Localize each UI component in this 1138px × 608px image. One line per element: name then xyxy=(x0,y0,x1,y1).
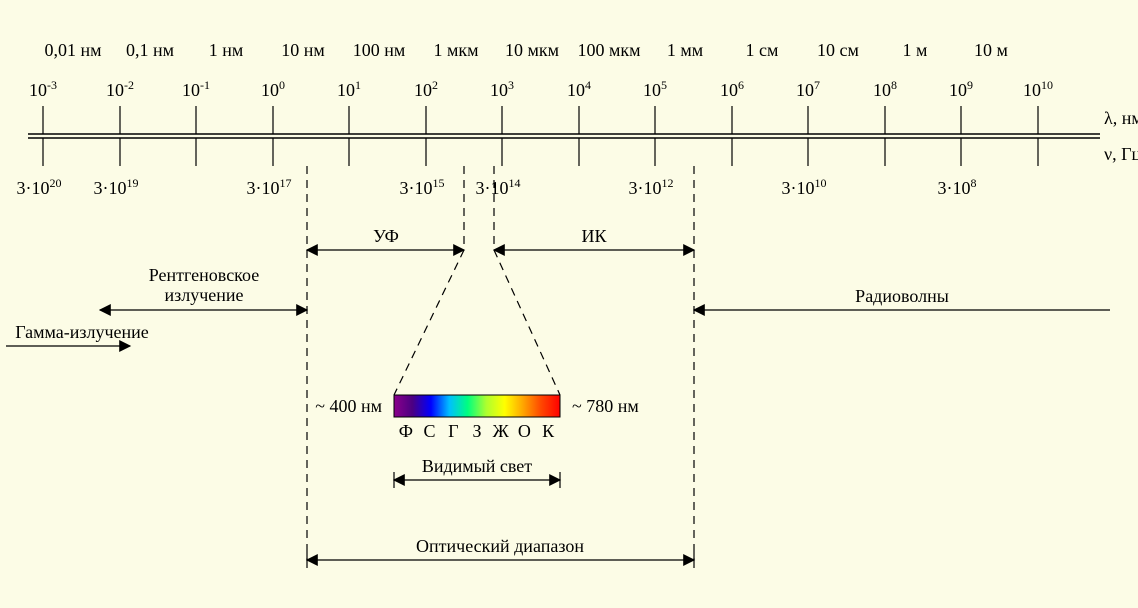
em-spectrum-diagram: 10-3 0,01 нм 3·1020 10-2 0,1 нм 3·1019 10-1 1 н… xyxy=(0,0,1138,608)
spectrum-letter: З xyxy=(472,421,481,442)
frequency-value: 3·1012 xyxy=(629,176,674,199)
visible-left-nm: ~ 400 нм xyxy=(315,396,382,417)
frequency-value: 3·1020 xyxy=(17,176,62,199)
range-visible-label: Видимый свет xyxy=(422,456,532,477)
wavelength-unit: 1 мкм xyxy=(433,40,478,61)
frequency-value: 3·1014 xyxy=(476,176,521,199)
wavelength-exp: 104 xyxy=(567,78,591,101)
frequency-value: 3·108 xyxy=(938,176,977,199)
spectrum-letter: Ф xyxy=(399,421,413,442)
spectrum-letter: С xyxy=(424,421,436,442)
frequency-value: 3·1010 xyxy=(782,176,827,199)
spectrum-letter: К xyxy=(542,421,554,442)
wavelength-unit: 1 м xyxy=(903,40,928,61)
spectrum-letter: Г xyxy=(448,421,458,442)
spectrum-letter: Ж xyxy=(493,421,509,442)
wavelength-exp: 102 xyxy=(414,78,438,101)
region-radio-label: Радиоволны xyxy=(855,286,949,307)
frequency-value: 3·1017 xyxy=(247,176,292,199)
wavelength-exp: 103 xyxy=(490,78,514,101)
wavelength-exp: 107 xyxy=(796,78,820,101)
wavelength-unit: 1 нм xyxy=(209,40,244,61)
region-ir-label: ИК xyxy=(581,226,606,247)
wavelength-exp: 100 xyxy=(261,78,285,101)
wavelength-exp: 106 xyxy=(720,78,744,101)
wavelength-unit: 10 нм xyxy=(281,40,325,61)
wavelength-unit: 0,01 нм xyxy=(44,40,101,61)
wavelength-exp: 108 xyxy=(873,78,897,101)
region-uv-label: УФ xyxy=(373,226,399,247)
axis-label-lambda: λ, нм xyxy=(1104,108,1138,129)
wavelength-unit: 1 мм xyxy=(667,40,703,61)
wavelength-unit: 10 мкм xyxy=(505,40,559,61)
region-gamma-label: Гамма-излучение xyxy=(15,322,149,343)
wavelength-unit: 0,1 нм xyxy=(126,40,174,61)
wavelength-exp: 109 xyxy=(949,78,973,101)
wavelength-exp: 105 xyxy=(643,78,667,101)
wavelength-exp: 10-3 xyxy=(29,78,57,101)
frequency-value: 3·1015 xyxy=(400,176,445,199)
region-xray-label: Рентгеновское xyxy=(149,265,259,286)
spectrum-letter: О xyxy=(518,421,531,442)
wavelength-unit: 10 м xyxy=(974,40,1008,61)
wavelength-unit: 1 см xyxy=(746,40,779,61)
visible-right-nm: ~ 780 нм xyxy=(572,396,639,417)
frequency-value: 3·1019 xyxy=(94,176,139,199)
range-optical-label: Оптический диапазон xyxy=(416,536,584,557)
wavelength-exp: 101 xyxy=(337,78,361,101)
wavelength-exp: 10-1 xyxy=(182,78,210,101)
wavelength-exp: 10-2 xyxy=(106,78,134,101)
axis-label-nu: ν, Гц xyxy=(1104,144,1138,165)
wavelength-exp: 1010 xyxy=(1023,78,1053,101)
region-xray-label2: излучение xyxy=(164,285,243,306)
wavelength-unit: 100 нм xyxy=(353,40,406,61)
wavelength-unit: 10 см xyxy=(817,40,859,61)
wavelength-unit: 100 мкм xyxy=(577,40,640,61)
